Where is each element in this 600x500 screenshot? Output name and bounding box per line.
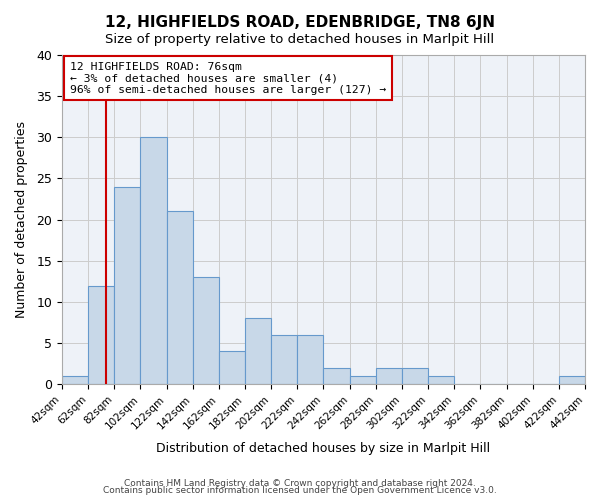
Bar bbox=[350, 376, 376, 384]
X-axis label: Distribution of detached houses by size in Marlpit Hill: Distribution of detached houses by size … bbox=[157, 442, 491, 455]
Bar bbox=[559, 376, 585, 384]
Bar bbox=[428, 376, 454, 384]
Text: Contains HM Land Registry data © Crown copyright and database right 2024.: Contains HM Land Registry data © Crown c… bbox=[124, 478, 476, 488]
Bar bbox=[323, 368, 350, 384]
Bar bbox=[140, 138, 167, 384]
Bar bbox=[193, 278, 219, 384]
Bar bbox=[402, 368, 428, 384]
Bar bbox=[88, 286, 114, 384]
Text: Contains public sector information licensed under the Open Government Licence v3: Contains public sector information licen… bbox=[103, 486, 497, 495]
Bar bbox=[298, 335, 323, 384]
Bar bbox=[271, 335, 298, 384]
Bar bbox=[62, 376, 88, 384]
Bar bbox=[245, 318, 271, 384]
Y-axis label: Number of detached properties: Number of detached properties bbox=[15, 121, 28, 318]
Text: 12 HIGHFIELDS ROAD: 76sqm
← 3% of detached houses are smaller (4)
96% of semi-de: 12 HIGHFIELDS ROAD: 76sqm ← 3% of detach… bbox=[70, 62, 386, 95]
Bar bbox=[167, 212, 193, 384]
Bar bbox=[114, 186, 140, 384]
Bar bbox=[376, 368, 402, 384]
Text: Size of property relative to detached houses in Marlpit Hill: Size of property relative to detached ho… bbox=[106, 32, 494, 46]
Bar bbox=[219, 352, 245, 384]
Text: 12, HIGHFIELDS ROAD, EDENBRIDGE, TN8 6JN: 12, HIGHFIELDS ROAD, EDENBRIDGE, TN8 6JN bbox=[105, 15, 495, 30]
